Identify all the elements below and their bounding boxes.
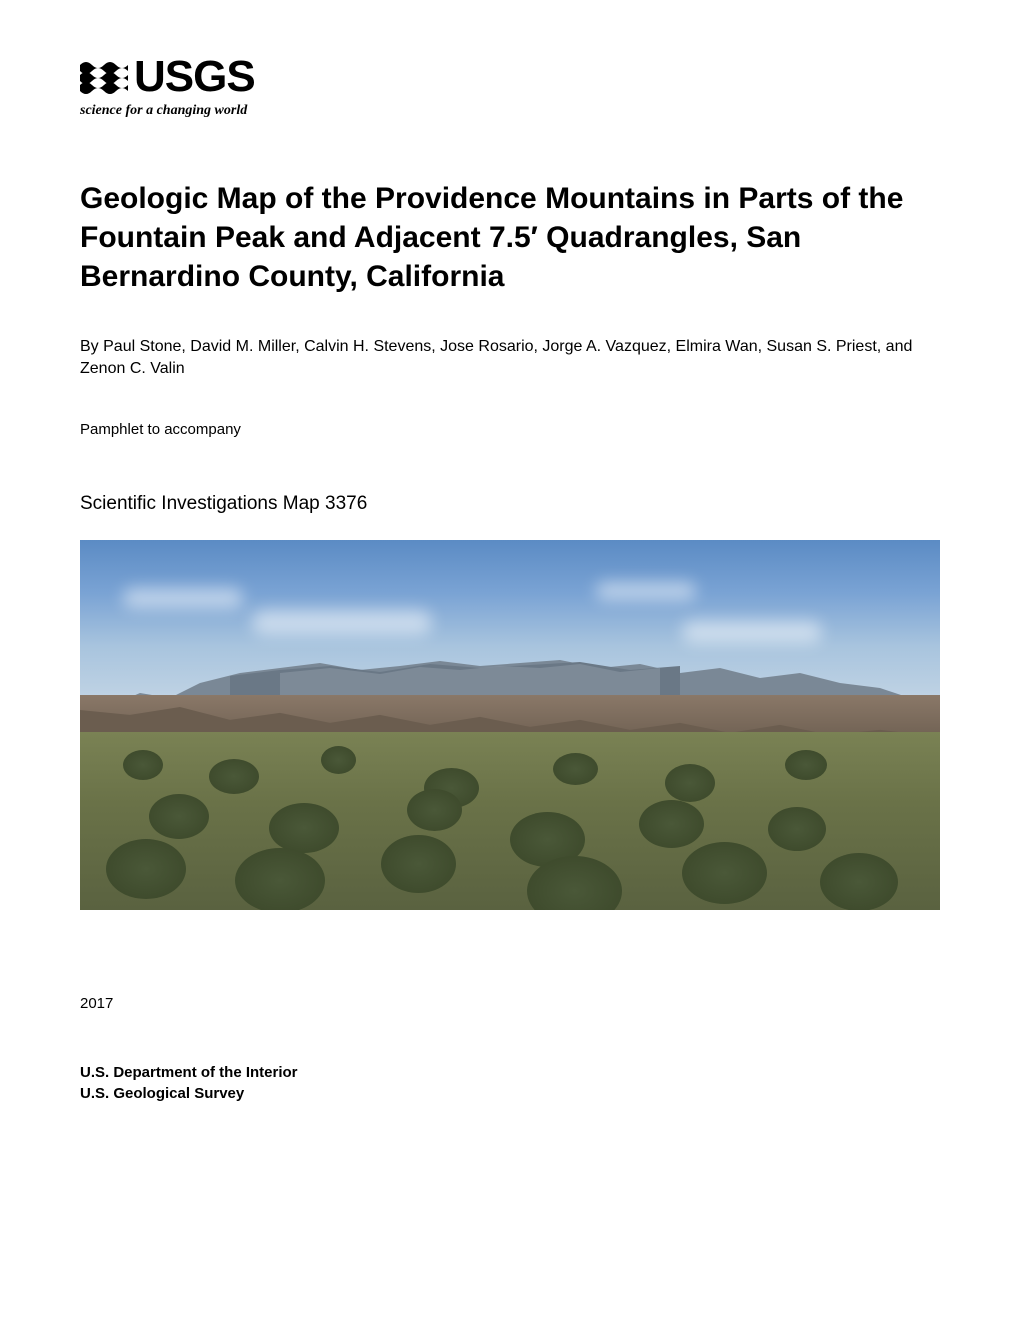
usgs-waves-icon: [80, 57, 128, 97]
landscape-photo: [80, 540, 940, 910]
logo-section: USGS science for a changing world: [80, 55, 940, 119]
document-title: Geologic Map of the Providence Mountains…: [80, 179, 940, 296]
department-info: U.S. Department of the Interior U.S. Geo…: [80, 1062, 940, 1104]
department-line1: U.S. Department of the Interior: [80, 1062, 940, 1083]
usgs-logo: USGS: [80, 55, 940, 99]
usgs-logo-text: USGS: [134, 55, 255, 99]
map-number: Scientific Investigations Map 3376: [80, 493, 940, 515]
authors-list: By Paul Stone, David M. Miller, Calvin H…: [80, 336, 940, 381]
publication-year: 2017: [80, 995, 940, 1012]
usgs-tagline: science for a changing world: [80, 103, 940, 119]
department-line2: U.S. Geological Survey: [80, 1083, 940, 1104]
pamphlet-label: Pamphlet to accompany: [80, 421, 940, 438]
